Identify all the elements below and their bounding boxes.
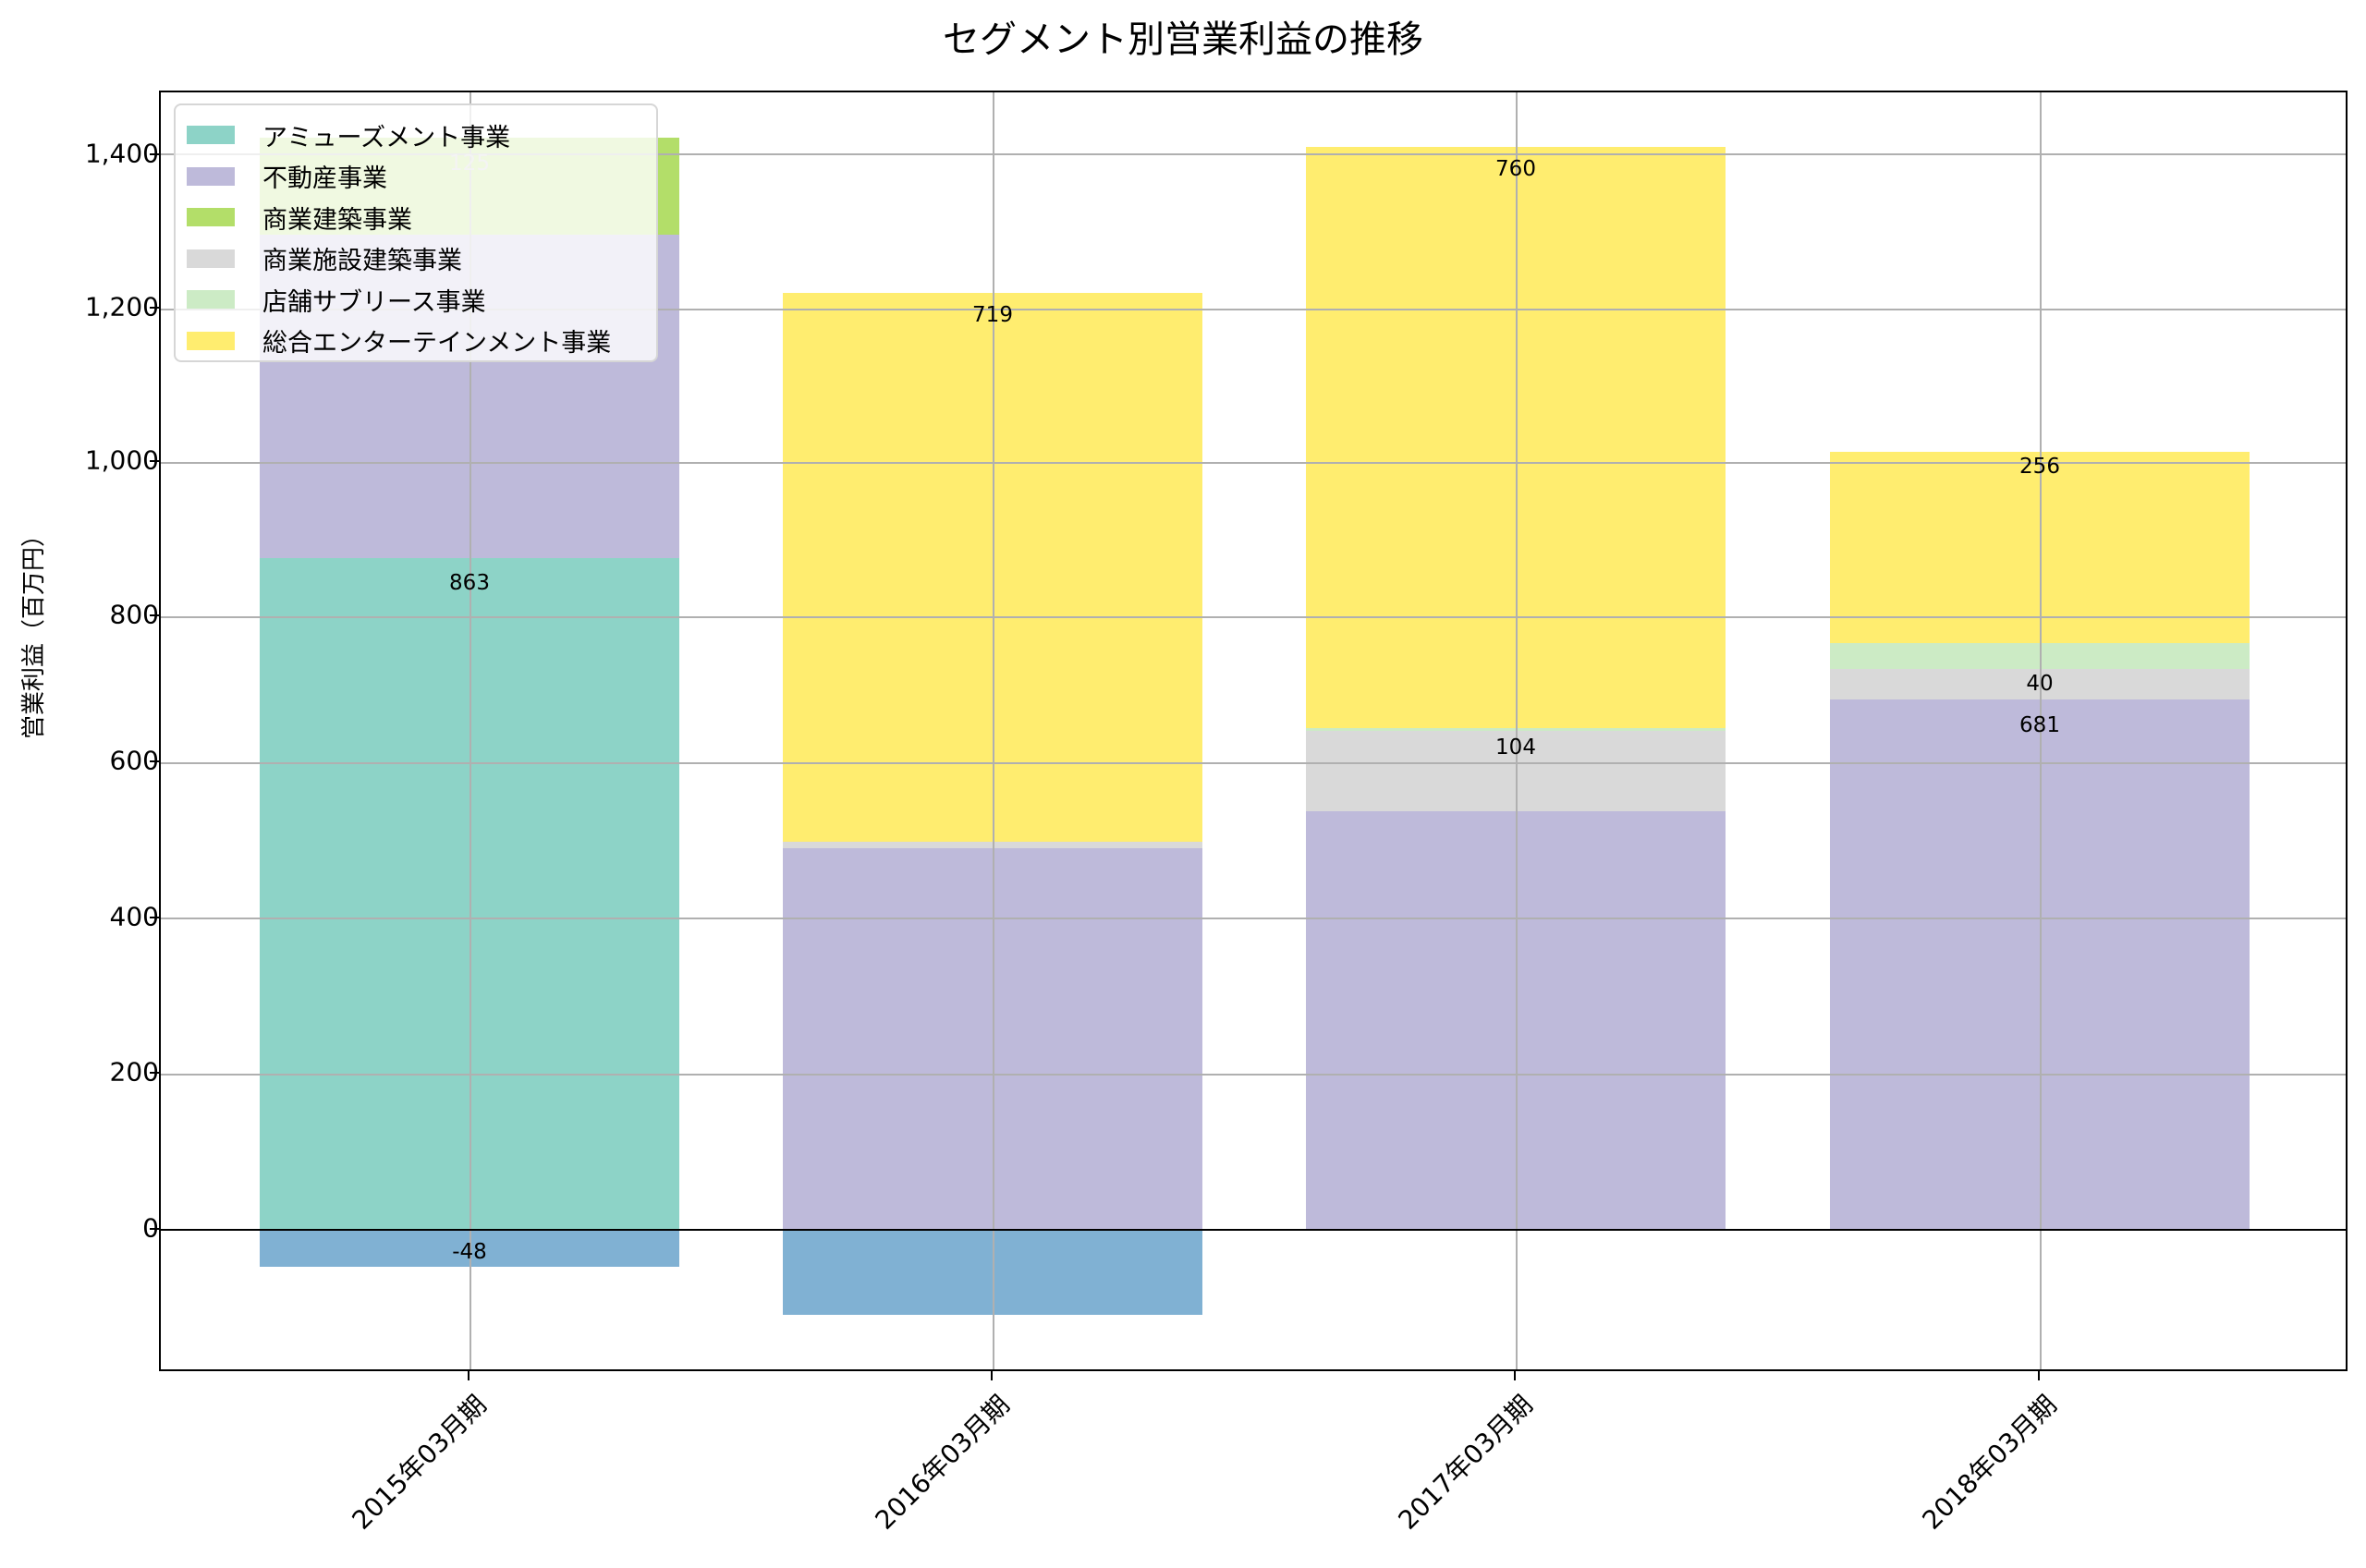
legend-swatch bbox=[187, 331, 235, 350]
bar-value-label: 256 bbox=[2019, 455, 2060, 479]
bar-value-label: 40 bbox=[2026, 672, 2054, 696]
y-axis-label: 営業利益（百万円） bbox=[20, 522, 48, 739]
legend-swatch bbox=[187, 208, 235, 227]
y-tick-mark bbox=[150, 460, 159, 462]
bar-value-label: -48 bbox=[452, 1240, 487, 1264]
x-tick-mark bbox=[2038, 1371, 2040, 1380]
y-tick-mark bbox=[150, 614, 159, 616]
y-tick-mark bbox=[150, 307, 159, 309]
y-tick-label: 1,000 bbox=[84, 444, 159, 476]
x-tick-mark bbox=[468, 1371, 470, 1380]
grid-line bbox=[2040, 92, 2042, 1369]
grid-line bbox=[161, 918, 2346, 919]
legend: アミューズメント事業 不動産事業 商業建築事業 商業施設建築事業 店舗サブリース… bbox=[174, 103, 658, 362]
x-tick-label: 2016年03月期 bbox=[869, 1389, 1016, 1536]
bar-value-label: 719 bbox=[972, 303, 1013, 327]
plot-area: 863 125 -48 719 104 760 681 40 256 bbox=[159, 91, 2348, 1371]
zero-line bbox=[161, 1229, 2346, 1231]
legend-swatch bbox=[187, 166, 235, 186]
grid-line bbox=[161, 462, 2346, 464]
legend-label: 商業施設建築事業 bbox=[262, 247, 462, 276]
legend-label: 不動産事業 bbox=[262, 164, 387, 194]
y-tick-label: 1,400 bbox=[84, 138, 159, 169]
grid-line bbox=[161, 762, 2346, 764]
legend-item: 商業施設建築事業 bbox=[176, 238, 656, 280]
x-tick-mark bbox=[1514, 1371, 1516, 1380]
x-tick-label: 2018年03月期 bbox=[1916, 1389, 2063, 1536]
x-tick-label: 2015年03月期 bbox=[346, 1389, 493, 1536]
legend-item: 店舗サブリース事業 bbox=[176, 279, 656, 321]
bar-value-label: 681 bbox=[2019, 713, 2060, 737]
x-tick-label: 2017年03月期 bbox=[1392, 1389, 1539, 1536]
x-tick-mark bbox=[991, 1371, 993, 1380]
legend-label: アミューズメント事業 bbox=[262, 123, 511, 152]
legend-item: アミューズメント事業 bbox=[176, 115, 656, 156]
grid-line bbox=[993, 92, 994, 1369]
bar-value-label: 863 bbox=[449, 571, 490, 595]
grid-line bbox=[161, 309, 2346, 310]
legend-swatch bbox=[187, 126, 235, 145]
grid-line bbox=[470, 92, 471, 1369]
legend-label: 店舗サブリース事業 bbox=[262, 287, 486, 317]
y-tick-mark bbox=[150, 1228, 159, 1230]
y-tick-mark bbox=[150, 1072, 159, 1074]
bar-value-label: 104 bbox=[1495, 735, 1536, 760]
y-tick-mark bbox=[150, 153, 159, 155]
grid-line bbox=[161, 1074, 2346, 1076]
chart-title: セグメント別営業利益の推移 bbox=[943, 18, 1423, 61]
y-tick-mark bbox=[150, 760, 159, 762]
grid-line bbox=[161, 153, 2346, 155]
y-tick-mark bbox=[150, 917, 159, 918]
legend-item: 不動産事業 bbox=[176, 156, 656, 198]
grid-line bbox=[161, 616, 2346, 618]
y-tick-label: 1,200 bbox=[84, 291, 159, 322]
grid-line bbox=[1516, 92, 1518, 1369]
legend-swatch bbox=[187, 249, 235, 268]
bar-value-label: 760 bbox=[1495, 157, 1536, 181]
legend-item: 商業建築事業 bbox=[176, 197, 656, 238]
legend-label: 総合エンターテインメント事業 bbox=[262, 329, 612, 359]
legend-item: 総合エンターテインメント事業 bbox=[176, 321, 656, 362]
legend-label: 商業建築事業 bbox=[262, 205, 412, 235]
legend-swatch bbox=[187, 290, 235, 310]
